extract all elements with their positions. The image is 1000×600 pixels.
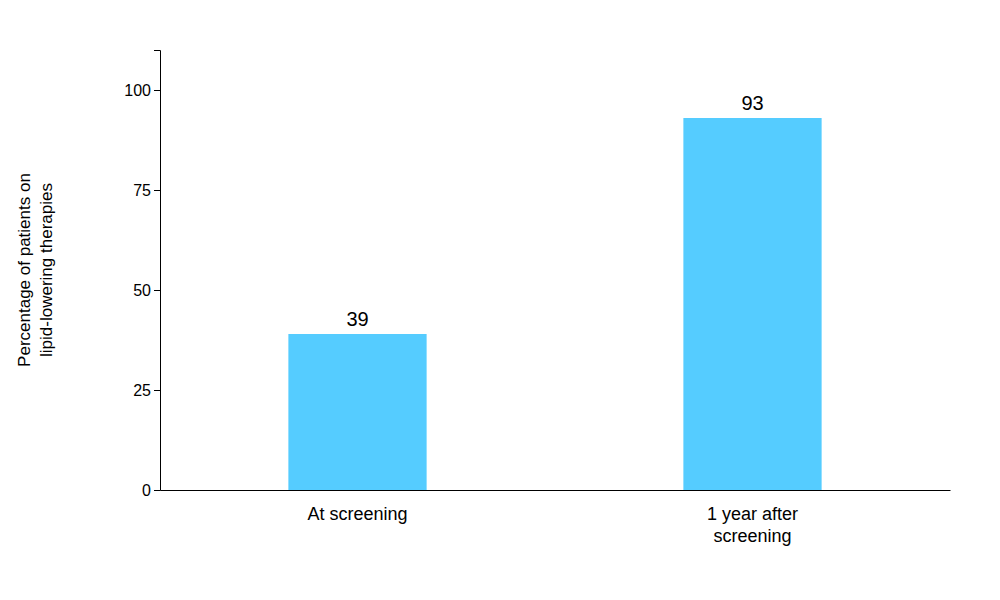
- bar: [288, 334, 426, 490]
- y-tick-mark: [154, 290, 160, 291]
- y-tick: 50: [133, 282, 160, 299]
- y-tick: 0: [142, 482, 160, 499]
- x-axis: At screening 1 year afterscreening: [161, 491, 951, 546]
- y-tick: 100: [124, 82, 160, 99]
- y-axis: 0 25 50 75 100: [124, 51, 160, 499]
- bars: [288, 118, 821, 490]
- y-tick-mark: [154, 90, 160, 91]
- y-tick-mark: [154, 190, 160, 191]
- y-tick-label: 75: [133, 182, 151, 199]
- y-axis-line: [154, 51, 161, 491]
- data-labels: 39 93: [346, 92, 763, 330]
- y-tick-mark: [154, 490, 160, 491]
- y-tick-label: 100: [124, 82, 151, 99]
- y-tick-label: 25: [133, 382, 151, 399]
- y-axis-title: Percentage of patients onlipid-lowering …: [15, 173, 56, 367]
- x-tick: 1 year afterscreening: [707, 504, 798, 546]
- x-tick-label: At screening: [307, 504, 407, 524]
- y-tick-label: 0: [142, 482, 151, 499]
- data-label: 39: [346, 308, 368, 330]
- x-tick-label: 1 year afterscreening: [707, 504, 798, 546]
- y-tick: 75: [133, 182, 160, 199]
- data-label: 93: [741, 92, 763, 114]
- bar: [683, 118, 821, 490]
- x-tick: At screening: [307, 504, 407, 524]
- plot: 0 25 50 75 100 At screening 1 year afterscreen…: [15, 51, 951, 546]
- y-tick: 25: [133, 382, 160, 399]
- chart: 0 25 50 75 100 At screening 1 year afterscreen…: [0, 0, 1000, 600]
- y-tick-mark: [154, 390, 160, 391]
- y-tick-label: 50: [133, 282, 151, 299]
- x-axis-line: [161, 490, 951, 491]
